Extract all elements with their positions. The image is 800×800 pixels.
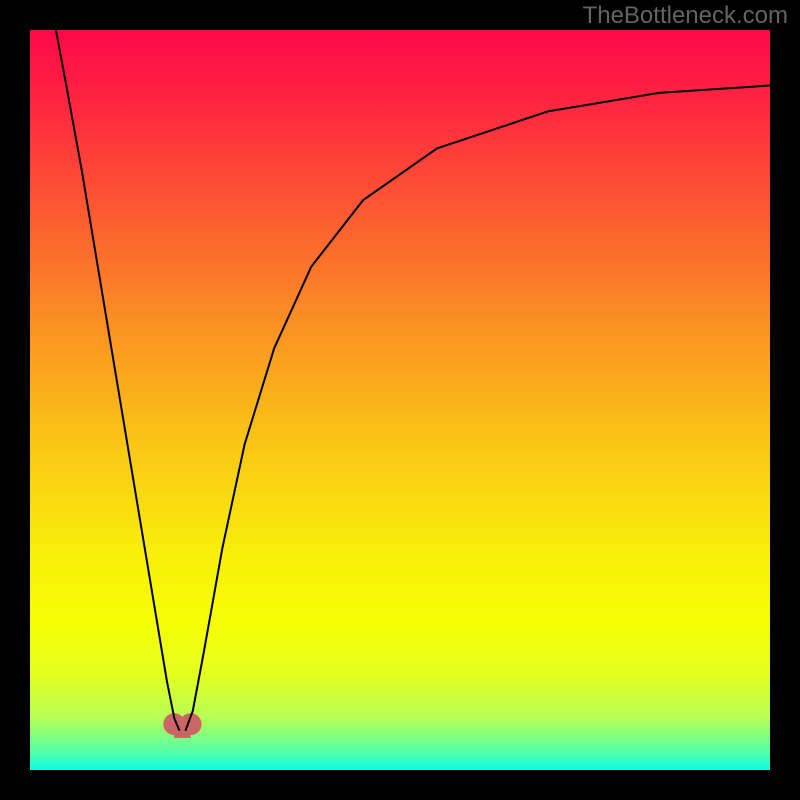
bottleneck-chart	[0, 0, 800, 800]
chart-container: TheBottleneck.com	[0, 0, 800, 800]
plot-background	[30, 30, 770, 770]
watermark-text: TheBottleneck.com	[583, 2, 788, 30]
